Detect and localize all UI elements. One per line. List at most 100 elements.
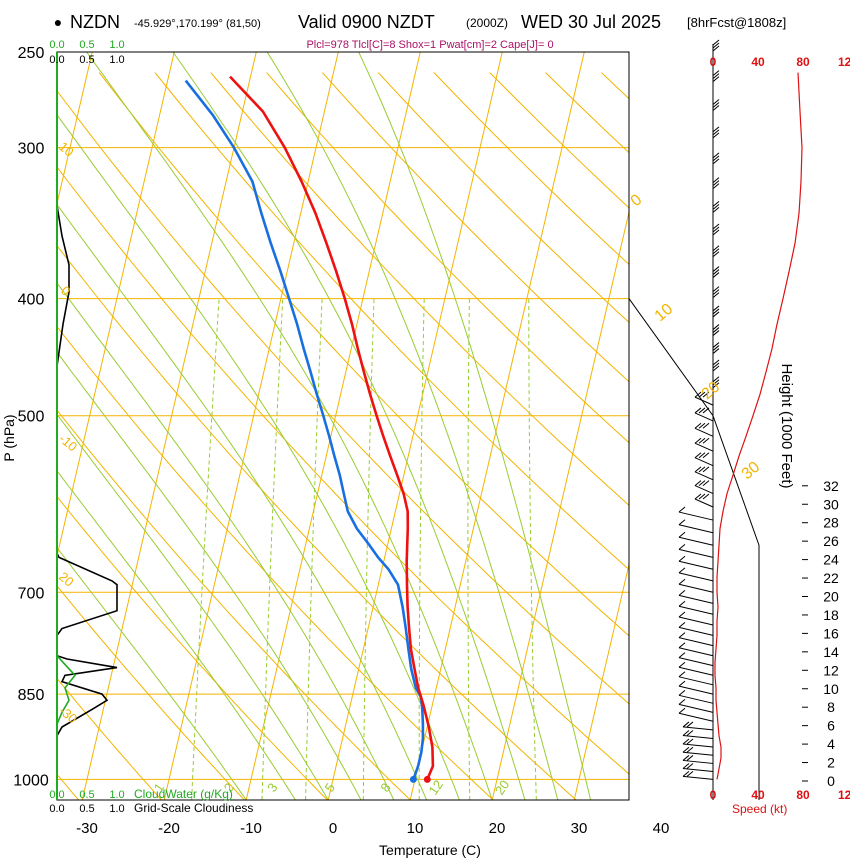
cloudwater-top-tick: 0.0 <box>49 39 64 51</box>
wind-barb-flag <box>698 437 706 444</box>
wind-barb-flag <box>712 327 720 333</box>
height-tick-label: 32 <box>823 478 839 494</box>
height-tick-label: 20 <box>823 589 839 605</box>
wind-barb-flag <box>712 70 720 76</box>
cloudwater-bottom-tick: 1.0 <box>109 789 124 801</box>
wind-barb-flag <box>678 698 686 705</box>
height-tick-label: 22 <box>823 570 839 586</box>
cloudiness-bottom-tick: 1.0 <box>109 803 124 815</box>
wind-barb-flag <box>698 480 706 486</box>
wind-barb <box>678 712 714 722</box>
wind-barb-flag <box>712 345 720 351</box>
moist-adiabat-line <box>266 52 559 800</box>
cloudwater-bottom-tick: 0.5 <box>79 789 94 801</box>
height-tick-label: 24 <box>823 552 839 568</box>
wind-barb-flag <box>678 531 686 538</box>
axis-labels: -30 -20 -10 0 10 20 30 402503004005007008501000… <box>13 39 850 837</box>
wind-barb-flag <box>712 324 720 330</box>
wind-barb <box>678 605 714 615</box>
height-tick-label: 10 <box>823 681 839 697</box>
wind-barb <box>682 751 714 756</box>
isotherm-label: 10 <box>652 301 677 326</box>
wind-barb-flag <box>678 632 686 639</box>
wind-barb-flag <box>694 407 702 414</box>
wind-barb <box>678 583 714 593</box>
wind-barb-flag <box>712 183 720 190</box>
height-tick-label: 6 <box>827 718 835 734</box>
speed-top-tick: 120 <box>838 55 850 69</box>
dry-adiabat-line <box>601 72 629 100</box>
wind-barb-flag <box>712 342 720 348</box>
dry-adiabat-line <box>210 72 629 506</box>
dry-adiabat-line <box>322 72 629 383</box>
wind-barb-flag <box>712 376 720 383</box>
wind-barb-flag <box>694 466 702 473</box>
wind-barb-flag <box>686 763 694 769</box>
dry-adiabat-line <box>266 72 629 444</box>
dry-adiabat-line <box>57 585 245 800</box>
cloudwater-axis-label: CloudWater (g/Kg) <box>134 787 233 801</box>
cloudiness-line <box>56 52 118 800</box>
wind-barb-flag <box>686 738 694 745</box>
wind-barb-flag <box>712 348 720 354</box>
wind-barb-flag <box>702 407 710 414</box>
wind-barb <box>682 726 714 731</box>
wind-barb-flag <box>678 600 686 607</box>
x-tick-label: -30 <box>76 820 98 837</box>
wind-barb-flag <box>712 105 720 111</box>
isotherm-label: 20 <box>699 379 724 404</box>
wind-barb-flag <box>678 519 686 526</box>
wind-barb-flag <box>712 292 720 299</box>
mixing-ratio-lines <box>191 298 537 800</box>
wind-barb <box>678 548 714 558</box>
cloudiness-top-tick: 1.0 <box>109 54 124 66</box>
wind-barb <box>678 703 714 713</box>
wind-barb-flag <box>712 382 720 389</box>
wind-barb <box>678 536 714 546</box>
wind-barb-flag <box>694 480 702 486</box>
wind-barb-flag <box>678 707 686 714</box>
wind-barb-flag <box>712 155 720 162</box>
isotherm-axis-label: 0 <box>58 283 73 299</box>
isotherm-axis-label: 10 <box>56 139 77 160</box>
dry-adiabat-line <box>57 89 629 705</box>
height-tick-label: 16 <box>823 625 839 641</box>
wind-barb-flag <box>686 746 694 753</box>
wind-barb <box>682 775 714 780</box>
isotherm-lines <box>57 52 629 800</box>
y-tick-label: 850 <box>18 687 45 704</box>
speed-top-tick: 0 <box>710 55 717 69</box>
wind-barb-flag <box>712 245 720 252</box>
cloudiness-profile <box>56 52 118 800</box>
wind-barb-flag <box>678 578 686 585</box>
wind-barb <box>682 767 714 772</box>
cloudwater-top-tick: 1.0 <box>109 39 124 51</box>
wind-barb-flag <box>686 730 694 736</box>
speed-bottom-tick: 40 <box>751 788 765 802</box>
wind-barb-flag <box>678 661 686 668</box>
wind-barb-flag <box>698 407 706 414</box>
cloudwater-top-tick: 0.5 <box>79 39 94 51</box>
wind-barb-flag <box>712 248 720 255</box>
wind-barb <box>694 457 714 467</box>
y-tick-label: 300 <box>18 141 45 158</box>
x-tick-label: 40 <box>653 820 670 837</box>
wind-barb-flag <box>712 45 720 52</box>
x-tick-label: -20 <box>158 820 180 837</box>
dry-adiabat-line <box>57 409 411 800</box>
temperature-line <box>229 75 435 780</box>
wind-barb-flag <box>712 132 720 139</box>
wind-barb-flag <box>712 200 720 207</box>
wind-barb <box>678 657 714 667</box>
wind-barb-flag <box>702 480 710 486</box>
stability-indices: Plcl=978 Tlcl[C]=8 Shox=1 Pwat[cm]=2 Cap… <box>306 39 553 51</box>
wind-barb-flag <box>712 203 720 210</box>
height-tick-label: 8 <box>827 699 835 715</box>
wind-barb-flag <box>712 272 720 278</box>
wind-barb-flag <box>702 422 710 429</box>
mixing-ratio-line <box>191 298 220 800</box>
moist-adiabat-line <box>172 52 526 800</box>
dry-adiabat-line <box>657 73 850 800</box>
wind-barb-flag <box>698 422 706 429</box>
